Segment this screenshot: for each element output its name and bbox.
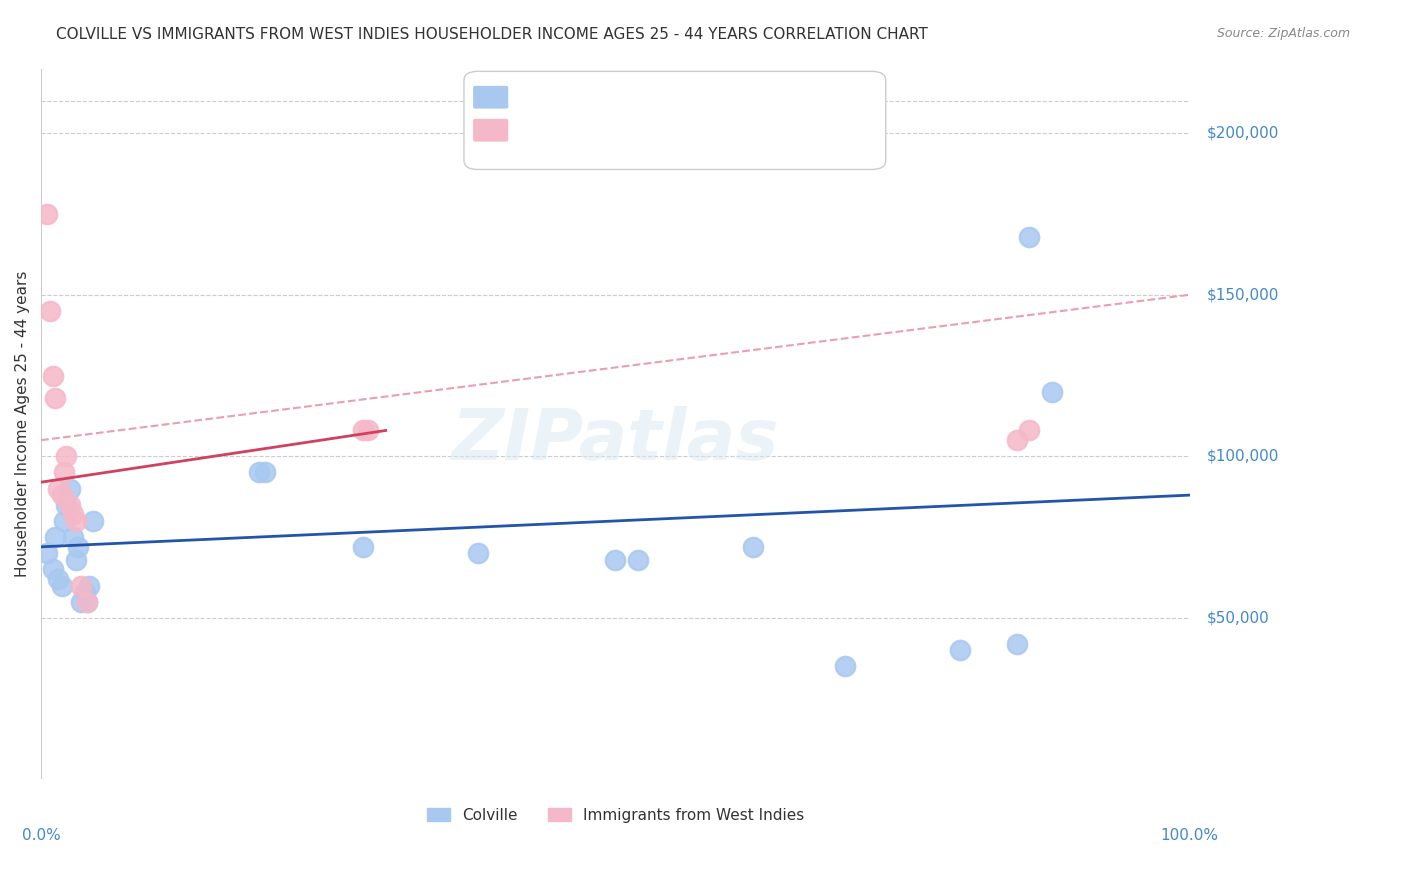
Point bbox=[352, 424, 374, 438]
Point bbox=[46, 482, 69, 496]
Point bbox=[65, 514, 87, 528]
Text: $50,000: $50,000 bbox=[1206, 610, 1270, 625]
Text: N =: N = bbox=[607, 129, 641, 145]
Text: N =: N = bbox=[607, 96, 641, 112]
Point bbox=[1018, 229, 1040, 244]
Point bbox=[59, 498, 82, 512]
Text: 0.0%: 0.0% bbox=[21, 828, 60, 843]
Point bbox=[834, 659, 856, 673]
Point bbox=[76, 595, 98, 609]
Point bbox=[742, 540, 765, 554]
Point bbox=[65, 553, 87, 567]
Point bbox=[39, 304, 62, 318]
Point bbox=[247, 466, 270, 480]
Point bbox=[254, 466, 277, 480]
Point bbox=[62, 530, 84, 544]
Point bbox=[605, 553, 627, 567]
Y-axis label: Householder Income Ages 25 - 44 years: Householder Income Ages 25 - 44 years bbox=[15, 271, 30, 577]
Text: Source: ZipAtlas.com: Source: ZipAtlas.com bbox=[1216, 27, 1350, 40]
Legend: Colville, Immigrants from West Indies: Colville, Immigrants from West Indies bbox=[420, 801, 810, 829]
Point bbox=[44, 530, 66, 544]
Point bbox=[352, 540, 374, 554]
Point bbox=[627, 553, 650, 567]
Point bbox=[357, 424, 380, 438]
Text: 0.142: 0.142 bbox=[537, 129, 585, 145]
Text: 0.161: 0.161 bbox=[537, 96, 585, 112]
Point bbox=[467, 546, 489, 560]
Text: $200,000: $200,000 bbox=[1206, 126, 1279, 141]
Point bbox=[59, 482, 82, 496]
Point bbox=[51, 578, 73, 592]
Point bbox=[1040, 384, 1063, 399]
Point bbox=[79, 578, 101, 592]
Text: 26: 26 bbox=[650, 96, 671, 112]
Text: R =: R = bbox=[495, 129, 529, 145]
Point bbox=[46, 572, 69, 586]
Text: ZIPatlas: ZIPatlas bbox=[451, 406, 779, 475]
Point bbox=[55, 450, 77, 464]
Point bbox=[82, 514, 104, 528]
Text: R =: R = bbox=[495, 96, 529, 112]
Point bbox=[35, 546, 58, 560]
Text: $100,000: $100,000 bbox=[1206, 449, 1279, 464]
Point bbox=[76, 595, 98, 609]
Point bbox=[53, 466, 76, 480]
Point bbox=[35, 207, 58, 221]
Point bbox=[53, 514, 76, 528]
Point bbox=[55, 498, 77, 512]
Point bbox=[62, 508, 84, 522]
Point bbox=[44, 391, 66, 405]
Point bbox=[51, 488, 73, 502]
Text: 100.0%: 100.0% bbox=[1161, 828, 1219, 843]
Text: COLVILLE VS IMMIGRANTS FROM WEST INDIES HOUSEHOLDER INCOME AGES 25 - 44 YEARS CO: COLVILLE VS IMMIGRANTS FROM WEST INDIES … bbox=[56, 27, 928, 42]
Point bbox=[66, 540, 89, 554]
Point bbox=[1007, 637, 1029, 651]
Point bbox=[70, 595, 93, 609]
Point bbox=[1007, 433, 1029, 447]
Point bbox=[41, 368, 63, 383]
Point bbox=[73, 585, 96, 599]
Text: $150,000: $150,000 bbox=[1206, 287, 1279, 302]
Point bbox=[41, 562, 63, 576]
Point bbox=[70, 578, 93, 592]
Point bbox=[949, 643, 972, 657]
Point bbox=[1018, 424, 1040, 438]
Text: 17: 17 bbox=[650, 129, 671, 145]
